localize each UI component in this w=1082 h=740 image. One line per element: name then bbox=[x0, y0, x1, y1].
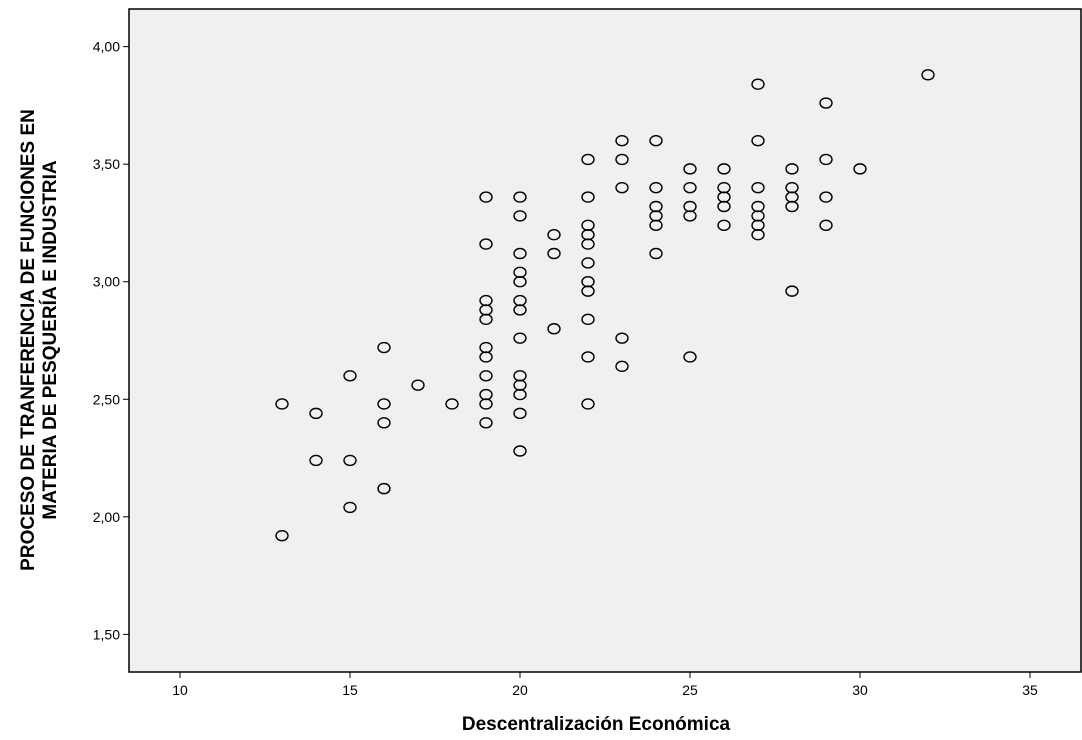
data-point bbox=[513, 191, 527, 203]
data-point bbox=[513, 332, 527, 344]
data-point bbox=[377, 417, 391, 429]
data-point bbox=[581, 351, 595, 363]
data-point bbox=[683, 163, 697, 175]
x-tick-label: 25 bbox=[682, 682, 698, 698]
y-axis-title-line-2: MATERIA DE PESQUERÍA E INDUSTRIA bbox=[39, 160, 61, 520]
data-point bbox=[377, 398, 391, 410]
data-point bbox=[445, 398, 459, 410]
y-tick-label: 3,50 bbox=[93, 156, 120, 172]
data-point bbox=[513, 407, 527, 420]
data-point bbox=[275, 529, 289, 542]
data-point bbox=[581, 285, 595, 297]
data-point bbox=[581, 153, 595, 166]
data-point bbox=[819, 191, 833, 203]
data-point bbox=[649, 219, 663, 231]
x-tick-label: 15 bbox=[342, 682, 358, 698]
data-point bbox=[751, 78, 765, 90]
y-tick-label: 1,50 bbox=[93, 626, 120, 642]
data-point bbox=[547, 247, 561, 260]
data-point bbox=[377, 341, 391, 354]
data-point bbox=[581, 398, 595, 410]
data-point bbox=[751, 181, 765, 194]
data-point bbox=[513, 388, 527, 401]
data-point bbox=[479, 313, 493, 326]
plot-area bbox=[128, 8, 1082, 673]
data-point bbox=[717, 200, 731, 213]
y-axis-title: PROCESO DE TRANFERENCIA DE FUNCIONES EN … bbox=[18, 109, 61, 571]
data-point bbox=[513, 304, 527, 316]
data-point bbox=[717, 163, 731, 175]
data-point bbox=[343, 370, 357, 382]
data-point bbox=[751, 229, 765, 241]
data-point bbox=[513, 276, 527, 288]
data-point bbox=[479, 370, 493, 382]
data-point bbox=[615, 134, 629, 147]
data-point bbox=[513, 247, 527, 260]
y-axis: 1,50 2,00 2,50 3,00 3,50 4,00 bbox=[93, 39, 129, 642]
data-point bbox=[717, 219, 731, 231]
data-point bbox=[581, 238, 595, 250]
data-point bbox=[853, 163, 867, 175]
data-point bbox=[921, 69, 935, 81]
y-tick-label: 2,50 bbox=[93, 391, 120, 407]
data-point bbox=[343, 454, 357, 467]
x-tick-label: 35 bbox=[1022, 682, 1038, 698]
data-point bbox=[479, 238, 493, 250]
data-point bbox=[513, 445, 527, 457]
data-point bbox=[513, 210, 527, 222]
data-point bbox=[785, 285, 799, 297]
data-point bbox=[683, 351, 697, 363]
y-axis-title-line-1: PROCESO DE TRANFERENCIA DE FUNCIONES EN bbox=[18, 109, 39, 571]
data-point bbox=[479, 351, 493, 363]
data-point bbox=[615, 181, 629, 194]
y-tick-label: 2,00 bbox=[93, 509, 120, 525]
x-tick-label: 20 bbox=[512, 682, 528, 698]
x-axis: 10 15 20 25 30 35 bbox=[172, 672, 1038, 698]
data-point bbox=[581, 313, 595, 326]
data-point bbox=[615, 360, 629, 373]
data-point bbox=[581, 191, 595, 203]
data-points bbox=[275, 69, 935, 542]
x-tick-label: 10 bbox=[172, 682, 188, 698]
data-point bbox=[547, 323, 561, 335]
data-point bbox=[649, 181, 663, 194]
data-point bbox=[479, 398, 493, 410]
y-tick-label: 3,00 bbox=[93, 274, 120, 290]
data-point bbox=[615, 332, 629, 344]
data-point bbox=[479, 191, 493, 203]
data-point bbox=[649, 134, 663, 147]
data-point bbox=[819, 153, 833, 166]
x-axis-title: Descentralización Económica bbox=[462, 714, 731, 735]
data-point bbox=[819, 219, 833, 231]
data-point bbox=[785, 163, 799, 175]
data-point bbox=[581, 257, 595, 269]
y-tick-label: 4,00 bbox=[93, 39, 120, 55]
data-point bbox=[309, 454, 323, 467]
data-point bbox=[309, 407, 323, 420]
data-point bbox=[649, 247, 663, 260]
data-point bbox=[819, 97, 833, 109]
data-point bbox=[683, 181, 697, 194]
data-point bbox=[479, 417, 493, 429]
data-point bbox=[615, 153, 629, 166]
data-point bbox=[547, 229, 561, 241]
data-point bbox=[343, 501, 357, 514]
data-point bbox=[683, 210, 697, 222]
data-point bbox=[411, 379, 425, 391]
data-point bbox=[377, 482, 391, 495]
data-point bbox=[275, 398, 289, 410]
x-tick-label: 30 bbox=[852, 682, 868, 698]
data-point bbox=[785, 200, 799, 213]
data-point bbox=[751, 134, 765, 147]
